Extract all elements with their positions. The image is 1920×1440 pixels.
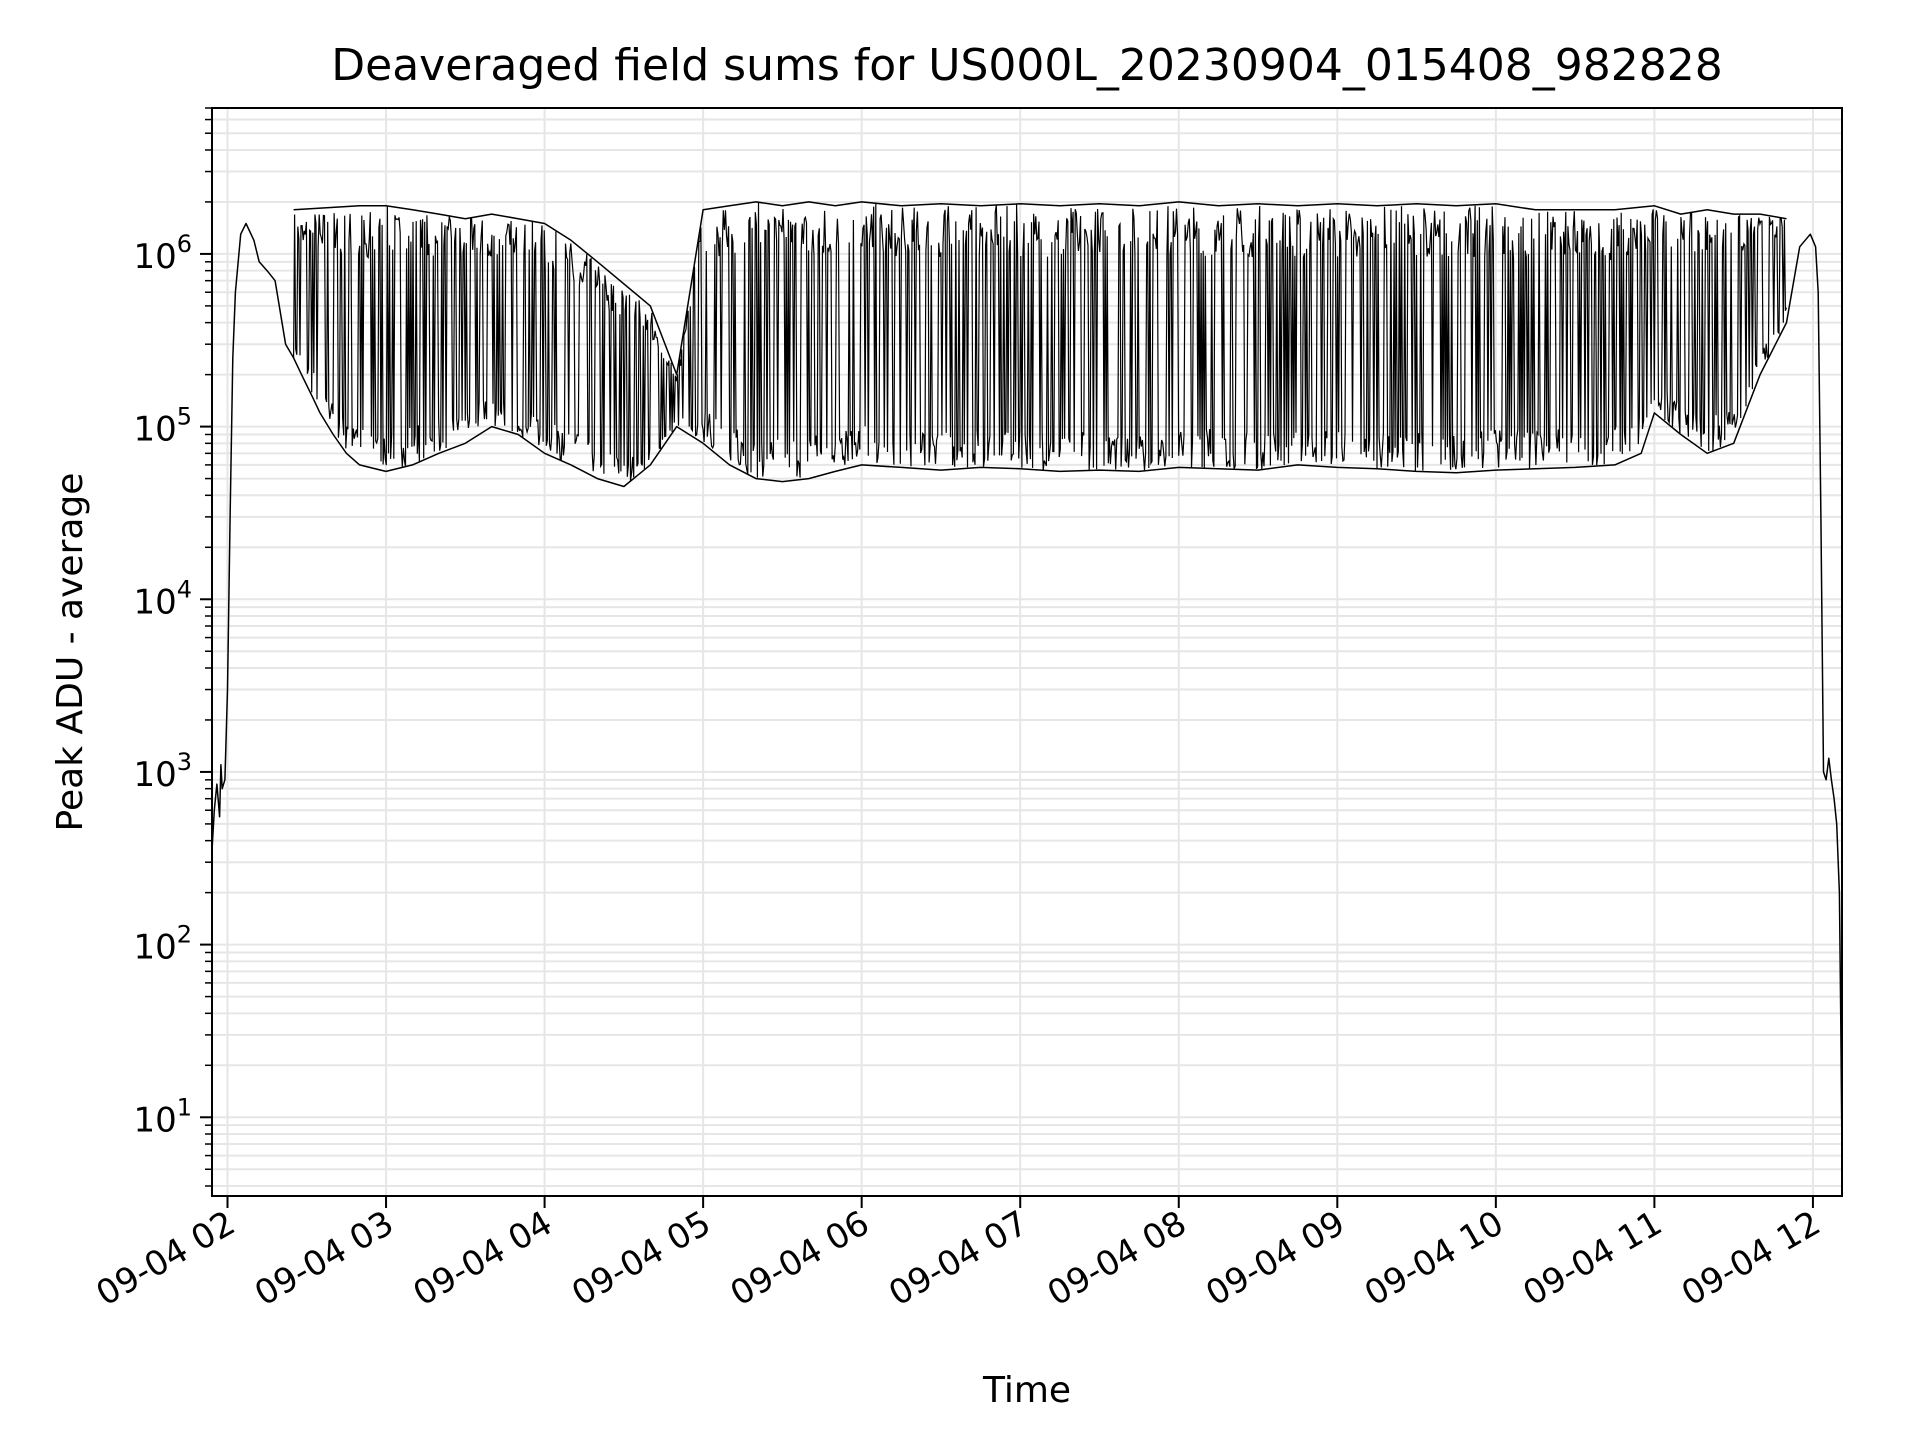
x-tick-label: 09-04 05 <box>565 1203 717 1314</box>
y-tick-label: 102 <box>133 921 192 968</box>
series-layer <box>211 201 1843 1156</box>
series-line-1 <box>211 222 1843 1156</box>
x-tick-label: 09-04 07 <box>882 1203 1034 1314</box>
y-tick-label: 103 <box>133 748 192 795</box>
x-tick-label: 09-04 12 <box>1675 1203 1827 1314</box>
y-tick-label: 106 <box>133 230 192 277</box>
x-tick-label: 09-04 09 <box>1199 1203 1351 1314</box>
x-tick-label: 09-04 02 <box>90 1203 242 1314</box>
x-tick-label: 09-04 04 <box>407 1203 559 1314</box>
y-tick-label: 101 <box>133 1093 192 1140</box>
x-tick-label: 09-04 06 <box>724 1203 876 1314</box>
x-tick-label: 09-04 10 <box>1358 1203 1510 1314</box>
x-tick-label: 09-04 03 <box>248 1203 400 1314</box>
series-line-2 <box>293 201 1787 376</box>
series-spikes <box>293 202 1788 481</box>
x-axis: 09-04 02 09-04 03 09-04 04 09-04 05 09-04 06… <box>90 1196 1827 1314</box>
x-tick-label: 09-04 11 <box>1516 1203 1668 1314</box>
y-axis-label: Peak ADU - average <box>50 473 91 832</box>
y-tick-label: 104 <box>133 575 192 622</box>
x-axis-label: Time <box>982 1370 1071 1411</box>
chart-title: Deaveraged field sums for US000L_2023090… <box>331 40 1723 91</box>
x-tick-label: 09-04 08 <box>1041 1203 1193 1314</box>
y-axis: 101 102 103 104 105 106 <box>133 107 212 1187</box>
y-tick-label: 105 <box>133 403 192 450</box>
plot-frame <box>211 107 1843 1197</box>
